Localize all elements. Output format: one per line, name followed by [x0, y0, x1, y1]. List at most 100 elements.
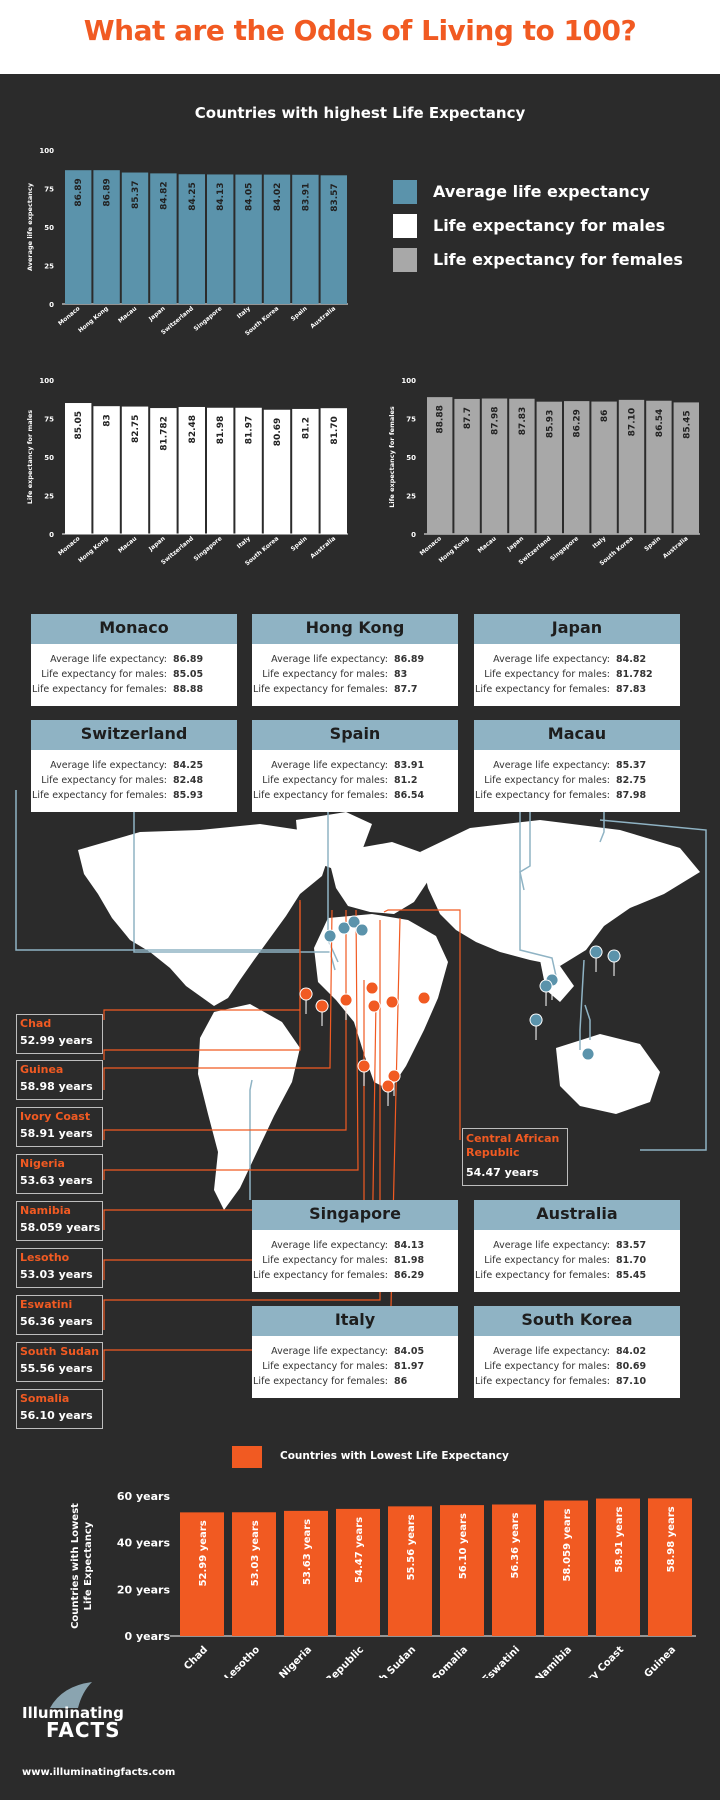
marker-south-korea: [589, 945, 603, 973]
low-label-years: 58.98 years: [20, 1080, 93, 1093]
card-key: Life expectancy for females:: [32, 684, 167, 695]
category-label: Italy: [236, 535, 252, 550]
bar-value-label: 83.91: [301, 183, 311, 211]
card-key: Life expectancy for males:: [262, 1361, 388, 1372]
card-value: 84.82: [616, 654, 647, 665]
bar-guinea: [648, 1498, 692, 1636]
card-key: Life expectancy for females:: [475, 1270, 610, 1281]
bar-value-label: 58.059 years: [562, 1508, 573, 1581]
card-key: Life expectancy for females:: [475, 1376, 610, 1387]
bar-value-label: 58.98 years: [666, 1506, 677, 1572]
bar-australia: [320, 175, 347, 304]
card-value: 85.37: [616, 760, 647, 771]
low-label-name: Lesotho: [20, 1251, 70, 1264]
card-singapore: Singapore Average life expectancy: 84.13 …: [252, 1200, 458, 1292]
low-label-years: 58.059 years: [20, 1221, 101, 1234]
high-markers: [323, 915, 621, 1075]
card-value: 88.88: [173, 684, 204, 695]
category-label: Hong Kong: [77, 535, 110, 564]
card-key: Life expectancy for females:: [475, 684, 610, 695]
card-title: Monaco: [31, 614, 237, 644]
card-value: 81.98: [394, 1255, 425, 1266]
low-label-name: Namibia: [20, 1204, 71, 1217]
low-label-name: Central African Republic: [466, 1132, 560, 1159]
card-title: Spain: [252, 720, 458, 750]
bar-hong-kong: [93, 170, 120, 304]
card-value: 86.89: [173, 654, 204, 665]
bar-value-label: 81.97: [245, 416, 255, 444]
low-label-south-sudan: South Sudan 55.56 years: [16, 1342, 103, 1382]
bar-hong-kong: [454, 398, 480, 534]
category-label: Chad: [182, 1644, 210, 1672]
y-tick-label: 100: [401, 377, 416, 385]
y-tick-label: 0: [49, 301, 54, 309]
card-title: Macau: [474, 720, 680, 750]
card-macau: Macau Average life expectancy: 85.37 Life…: [474, 720, 680, 812]
low-label-years: 53.03 years: [20, 1268, 93, 1281]
card-value: 81.97: [394, 1361, 425, 1372]
bar-value-label: 58.91 years: [614, 1506, 625, 1572]
lowest-life-expectancy-chart: Countries with Lowest Life Expectancy 0 ye…: [70, 1490, 696, 1678]
bar-value-label: 84.05: [245, 183, 255, 211]
category-label: Italy: [236, 305, 252, 320]
y-tick-label: 75: [406, 416, 416, 424]
bar-switzerland: [178, 174, 205, 304]
legend-swatch-average: [393, 180, 417, 204]
low-label-years: 58.91 years: [20, 1127, 93, 1140]
y-tick-label: 25: [44, 263, 54, 271]
lowest-legend-swatch: [232, 1446, 262, 1468]
male-life-expectancy-chart: Life expectancy for males 0 25 50 75 100 85.05…: [26, 377, 348, 567]
card-value: 83: [394, 669, 408, 680]
y-tick-label: 50: [44, 454, 54, 462]
category-label: Eswatini: [481, 1644, 522, 1678]
bar-value-label: 87.10: [628, 408, 638, 436]
high-connectors: [15, 790, 707, 1200]
y-tick-label: 50: [406, 454, 416, 462]
bar-japan: [150, 173, 177, 304]
card-value: 80.69: [616, 1361, 647, 1372]
bar-value-label: 85.93: [545, 410, 555, 438]
card-italy: Italy Average life expectancy: 84.05 Life…: [252, 1306, 458, 1398]
category-label: Monaco: [57, 305, 81, 327]
card-key: Life expectancy for males:: [484, 775, 610, 786]
bar-value-label: 82.75: [131, 415, 141, 443]
bar-eswatini: [492, 1504, 536, 1636]
card-key: Life expectancy for males:: [41, 669, 167, 680]
bar-value-label: 88.88: [436, 405, 446, 433]
card-value: 81.782: [616, 669, 653, 680]
bar-value-label: 82.48: [188, 415, 198, 443]
y-tick-label: 0: [49, 531, 54, 539]
y-tick-label: 25: [406, 493, 416, 501]
bar-south-korea: [263, 174, 291, 304]
bar-value-label: 81.98: [216, 416, 226, 444]
marker-spain: [323, 929, 337, 957]
marker-macau: [539, 979, 553, 1007]
lowest-legend-label: Countries with Lowest Life Expectancy: [280, 1450, 509, 1462]
card-value: 84.05: [394, 1346, 425, 1357]
website-url: www.illuminatingfacts.com: [22, 1767, 176, 1778]
category-label: Lesotho: [223, 1644, 263, 1678]
card-value: 86.54: [394, 790, 425, 801]
card-value: 87.83: [616, 684, 647, 695]
bar-monaco: [65, 170, 92, 304]
bar-value-label: 84.25: [188, 182, 198, 210]
card-key: Life expectancy for males:: [484, 1255, 610, 1266]
category-label: Hong Kong: [438, 535, 471, 564]
category-label: South Sudan: [359, 1644, 418, 1678]
category-label: Macau: [117, 305, 138, 324]
section-subtitle: Countries with highest Life Expectancy: [194, 104, 526, 122]
bar-value-label: 86.54: [655, 409, 665, 437]
card-south-korea: South Korea Average life expectancy: 84.0…: [474, 1306, 680, 1398]
card-value: 84.13: [394, 1240, 425, 1251]
bar-value-label: 54.47 years: [354, 1517, 365, 1583]
card-key: Average life expectancy:: [493, 654, 610, 665]
bar-value-label: 55.56 years: [406, 1514, 417, 1580]
logo-line-1: Illuminating: [22, 1704, 124, 1722]
y-tick-label: 25: [44, 493, 54, 501]
category-label: Namibia: [534, 1644, 575, 1678]
low-label-years: 56.10 years: [20, 1409, 93, 1422]
card-spain: Spain Average life expectancy: 83.91 Life…: [252, 720, 458, 812]
low-label-chad: Chad 52.99 years: [16, 1014, 103, 1054]
marker-switzerland: [347, 915, 361, 943]
card-value: 83.57: [616, 1240, 647, 1251]
